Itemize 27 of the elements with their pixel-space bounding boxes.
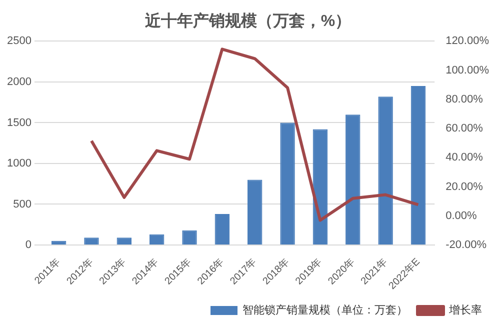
bar (214, 214, 230, 244)
bar (410, 86, 426, 244)
y-tick-label: 1500 (6, 116, 32, 129)
legend-label: 增长率 (448, 304, 482, 317)
y-tick-label: 2000 (6, 76, 32, 88)
legend-label: 智能锁产销量规模（单位：万套） (242, 304, 408, 317)
bar (84, 238, 99, 244)
y2-tick-label: -20.00% (446, 239, 487, 252)
y2-tick-label: 20.00% (446, 180, 484, 193)
y2-tick-label: 80.00% (446, 93, 484, 106)
y2-tick-label: 0.00% (446, 210, 477, 222)
bar (51, 240, 66, 244)
bar (378, 96, 393, 244)
bar (312, 129, 328, 244)
y-tick-label: 0 (25, 239, 32, 252)
y2-tick-label: 100.00% (446, 64, 490, 76)
bar (116, 238, 132, 244)
y2-tick-label: 120.00% (446, 35, 490, 48)
y-tick-label: 1000 (6, 158, 32, 170)
bar (280, 122, 295, 244)
bar (248, 180, 262, 244)
y2-tick-label: 40.00% (446, 152, 484, 164)
bar (346, 114, 360, 244)
chart-title: 近十年产销规模（万套，%） (144, 12, 352, 30)
y2-tick-label: 60.00% (446, 122, 484, 135)
y-tick-label: 500 (13, 198, 32, 210)
y-tick-label: 2500 (6, 35, 32, 48)
